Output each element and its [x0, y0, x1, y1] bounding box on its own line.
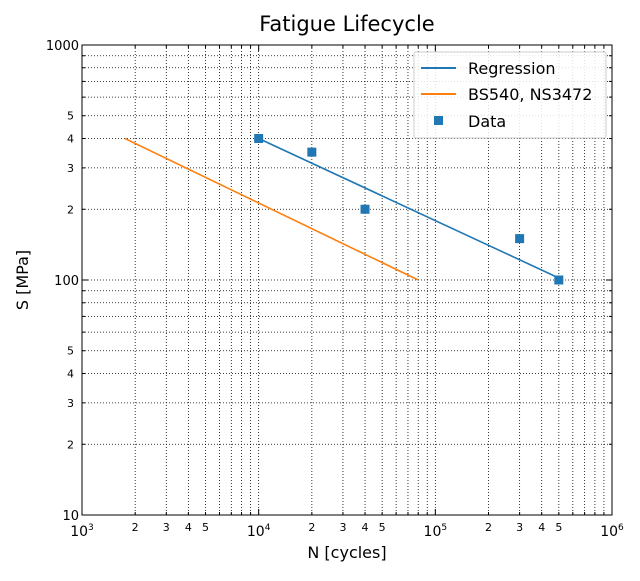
series-layer: [124, 134, 564, 285]
data-point-marker: [360, 204, 370, 214]
x-minor-tick-label: 3: [339, 521, 346, 534]
data-point-marker: [554, 275, 564, 285]
data-point-marker: [515, 234, 525, 244]
x-minor-tick-label: 3: [516, 521, 523, 534]
y-minor-tick-label: 3: [67, 397, 74, 410]
y-minor-tick-label: 4: [67, 133, 74, 146]
x-minor-tick-label: 2: [485, 521, 492, 534]
y-major-tick-label: 1000: [46, 39, 79, 54]
y-minor-tick-label: 5: [67, 110, 74, 123]
y-minor-tick-label: 5: [67, 345, 74, 358]
y-minor-tick-label: 4: [67, 368, 74, 381]
y-minor-tick-label: 2: [67, 438, 74, 451]
y-minor-tick-label: 2: [67, 203, 74, 216]
x-minor-tick-label: 3: [163, 521, 170, 534]
y-major-tick-label: 10: [62, 509, 79, 524]
legend-box: [413, 51, 607, 139]
legend-swatch-data: [434, 116, 443, 125]
x-major-tick-label: 105: [424, 523, 448, 540]
x-minor-tick-label: 4: [538, 521, 545, 534]
chart-title: Fatigue Lifecycle: [259, 12, 434, 36]
series-line-bs540-ns3472: [124, 137, 419, 281]
y-minor-tick-label: 3: [67, 162, 74, 175]
x-major-tick-label: 104: [247, 523, 271, 540]
x-axis-label: N [cycles]: [307, 543, 386, 562]
x-minor-tick-label: 5: [202, 521, 209, 534]
legend-label-data: Data: [468, 112, 506, 131]
x-major-tick-label: 106: [600, 523, 624, 540]
data-point-marker: [254, 134, 264, 144]
legend-label-bs540: BS540, NS3472: [468, 85, 592, 104]
x-minor-tick-label: 5: [555, 521, 562, 534]
y-axis-label: S [MPa]: [13, 250, 32, 310]
legend: Regression BS540, NS3472 Data: [413, 51, 607, 139]
x-minor-tick-label: 2: [308, 521, 315, 534]
data-point-marker: [307, 147, 317, 157]
x-minor-tick-label: 4: [362, 521, 369, 534]
x-minor-tick-label: 5: [379, 521, 386, 534]
legend-label-regression: Regression: [468, 59, 556, 78]
x-minor-tick-label: 2: [132, 521, 139, 534]
x-major-tick-label: 103: [70, 523, 94, 540]
y-major-tick-label: 100: [54, 274, 79, 289]
series-line-regression: [258, 137, 560, 279]
tick-layer: [81, 44, 613, 516]
x-minor-tick-label: 4: [185, 521, 192, 534]
